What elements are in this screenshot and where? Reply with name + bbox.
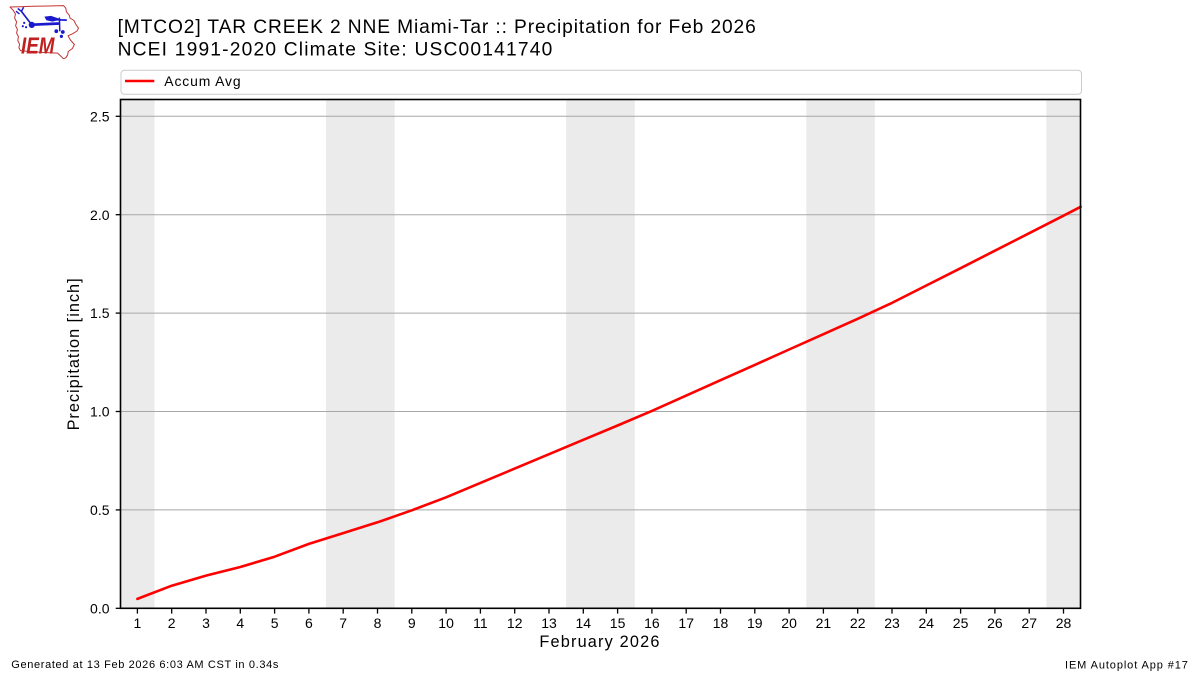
svg-text:12: 12: [507, 615, 523, 631]
svg-text:6: 6: [305, 615, 313, 631]
svg-text:10: 10: [438, 615, 454, 631]
svg-text:3: 3: [202, 615, 210, 631]
svg-text:19: 19: [747, 615, 763, 631]
svg-text:Generated at 13 Feb 2026 6:03: Generated at 13 Feb 2026 6:03 AM CST in …: [11, 659, 279, 671]
svg-text:1.5: 1.5: [90, 305, 110, 321]
svg-text:2: 2: [168, 615, 176, 631]
svg-text:7: 7: [339, 615, 347, 631]
svg-text:0.0: 0.0: [90, 600, 110, 616]
svg-text:8: 8: [374, 615, 382, 631]
svg-text:13: 13: [541, 615, 557, 631]
svg-text:NCEI 1991-2020 Climate Site: U: NCEI 1991-2020 Climate Site: USC00141740: [118, 40, 554, 61]
svg-text:28: 28: [1056, 615, 1072, 631]
svg-text:21: 21: [816, 615, 832, 631]
svg-text:Accum Avg: Accum Avg: [164, 73, 241, 89]
svg-text:[MTCO2] TAR CREEK 2 NNE Miami-: [MTCO2] TAR CREEK 2 NNE Miami-Tar :: Pre…: [118, 17, 757, 38]
svg-text:16: 16: [644, 615, 660, 631]
svg-text:4: 4: [236, 615, 244, 631]
svg-text:17: 17: [678, 615, 694, 631]
svg-text:20: 20: [781, 615, 797, 631]
svg-text:27: 27: [1021, 615, 1037, 631]
svg-text:0.5: 0.5: [90, 502, 110, 518]
svg-text:IEM Autoplot App #17: IEM Autoplot App #17: [1065, 659, 1189, 671]
svg-text:9: 9: [408, 615, 416, 631]
svg-text:1: 1: [134, 615, 142, 631]
svg-text:February 2026: February 2026: [539, 633, 660, 651]
svg-text:15: 15: [610, 615, 626, 631]
svg-text:26: 26: [987, 615, 1003, 631]
svg-text:11: 11: [473, 615, 488, 631]
svg-text:24: 24: [919, 615, 935, 631]
svg-text:22: 22: [850, 615, 866, 631]
svg-text:23: 23: [884, 615, 900, 631]
svg-text:2.5: 2.5: [90, 108, 110, 124]
svg-text:5: 5: [271, 615, 279, 631]
svg-text:14: 14: [576, 615, 592, 631]
svg-text:25: 25: [953, 615, 969, 631]
svg-text:1.0: 1.0: [90, 404, 110, 420]
svg-text:18: 18: [713, 615, 729, 631]
svg-text:2.0: 2.0: [90, 207, 110, 223]
svg-text:Precipitation [inch]: Precipitation [inch]: [65, 277, 83, 430]
svg-text:IEM: IEM: [21, 33, 55, 59]
